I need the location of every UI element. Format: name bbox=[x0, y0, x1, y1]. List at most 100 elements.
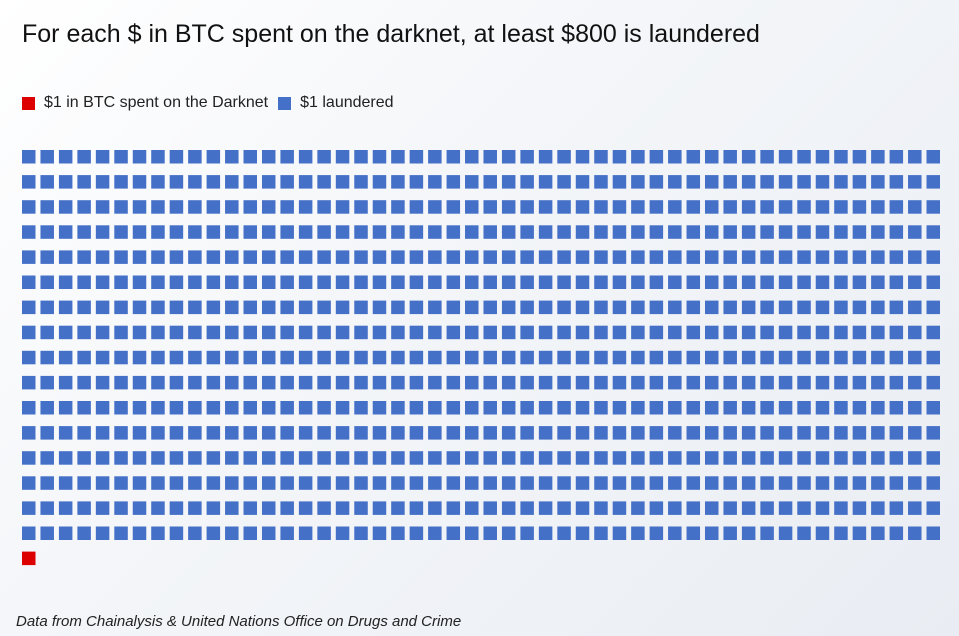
waffle-cell-laundered bbox=[834, 350, 848, 365]
waffle-cell-laundered bbox=[409, 200, 424, 214]
waffle-cell-laundered bbox=[834, 200, 848, 214]
waffle-cell-laundered bbox=[40, 401, 54, 415]
waffle-cell-laundered bbox=[501, 300, 516, 315]
waffle-cell-laundered bbox=[612, 325, 627, 340]
waffle-cell-laundered bbox=[797, 200, 811, 214]
waffle-cell-laundered bbox=[501, 325, 516, 340]
waffle-cell-laundered bbox=[815, 275, 830, 289]
waffle-cell-laundered bbox=[169, 426, 184, 440]
waffle-cell-laundered bbox=[797, 275, 811, 289]
waffle-cell-laundered bbox=[409, 476, 424, 490]
waffle-cell-laundered bbox=[520, 250, 534, 264]
waffle-cell-laundered bbox=[428, 325, 442, 340]
legend-swatch-laundered bbox=[278, 96, 292, 110]
waffle-cell-laundered bbox=[575, 250, 590, 264]
waffle-cell-laundered bbox=[22, 476, 36, 490]
waffle-cell-laundered bbox=[114, 426, 128, 440]
waffle-cell-laundered bbox=[77, 501, 91, 515]
waffle-cell-laundered bbox=[372, 526, 387, 540]
waffle-cell-laundered bbox=[926, 250, 940, 264]
waffle-cell-laundered bbox=[594, 401, 608, 415]
waffle-cell-laundered bbox=[594, 250, 608, 264]
waffle-cell-laundered bbox=[114, 375, 128, 390]
waffle-cell-laundered bbox=[631, 275, 645, 289]
waffle-cell-laundered bbox=[557, 275, 571, 289]
waffle-cell-laundered bbox=[778, 225, 793, 239]
waffle-cell-laundered bbox=[538, 225, 553, 239]
waffle-cell-laundered bbox=[372, 300, 387, 315]
waffle-cell-laundered bbox=[871, 150, 885, 164]
waffle-cell-laundered bbox=[723, 150, 737, 164]
waffle-cell-laundered bbox=[40, 150, 54, 164]
waffle-cell-laundered bbox=[483, 150, 497, 164]
waffle-cell-laundered bbox=[631, 401, 645, 415]
waffle-cell-laundered bbox=[354, 300, 368, 315]
waffle-cell-laundered bbox=[114, 526, 128, 540]
waffle-cell-laundered bbox=[501, 401, 516, 415]
waffle-cell-laundered bbox=[889, 325, 904, 340]
waffle-cell-laundered bbox=[151, 375, 165, 390]
waffle-cell-laundered bbox=[612, 150, 627, 164]
legend-swatch-darknet bbox=[22, 96, 35, 110]
waffle-cell-laundered bbox=[908, 350, 922, 365]
waffle-cell-laundered bbox=[151, 150, 165, 164]
waffle-cell-laundered bbox=[741, 375, 756, 390]
legend-label-darknet: $1 in BTC spent on the Darknet bbox=[44, 94, 269, 111]
waffle-cell-laundered bbox=[446, 526, 461, 540]
waffle-cell-laundered bbox=[465, 401, 479, 415]
waffle-cell-laundered bbox=[741, 451, 756, 465]
waffle-cell-laundered bbox=[889, 175, 904, 189]
waffle-cell-laundered bbox=[889, 350, 904, 365]
waffle-cell-laundered bbox=[428, 426, 442, 440]
waffle-cell-laundered bbox=[686, 200, 701, 214]
chart-title: For each $ in BTC spent on the darknet, … bbox=[22, 20, 760, 48]
waffle-cell-laundered bbox=[649, 300, 664, 315]
waffle-cell-laundered bbox=[594, 375, 608, 390]
waffle-cell-laundered bbox=[280, 200, 294, 214]
waffle-cell-laundered bbox=[58, 476, 73, 490]
waffle-cell-laundered bbox=[335, 200, 350, 214]
waffle-cell-laundered bbox=[741, 526, 756, 540]
waffle-cell-laundered bbox=[77, 451, 91, 465]
waffle-cell-laundered bbox=[834, 150, 848, 164]
waffle-cell-laundered bbox=[132, 375, 147, 390]
waffle-cell-laundered bbox=[206, 175, 221, 189]
waffle-cell-laundered bbox=[428, 375, 442, 390]
waffle-cell-darknet bbox=[22, 551, 36, 566]
waffle-cell-laundered bbox=[409, 375, 424, 390]
waffle-cell-laundered bbox=[95, 426, 110, 440]
waffle-cell-laundered bbox=[649, 426, 664, 440]
waffle-cell-laundered bbox=[815, 200, 830, 214]
waffle-cell-laundered bbox=[501, 250, 516, 264]
waffle-cell-laundered bbox=[428, 175, 442, 189]
waffle-chart bbox=[22, 150, 940, 566]
waffle-cell-laundered bbox=[575, 200, 590, 214]
waffle-cell-laundered bbox=[77, 150, 91, 164]
waffle-cell-laundered bbox=[188, 150, 202, 164]
waffle-cell-laundered bbox=[871, 476, 885, 490]
waffle-cell-laundered bbox=[280, 501, 294, 515]
waffle-cell-laundered bbox=[243, 275, 258, 289]
waffle-cell-laundered bbox=[815, 325, 830, 340]
waffle-cell-laundered bbox=[188, 300, 202, 315]
waffle-cell-laundered bbox=[391, 150, 405, 164]
waffle-cell-laundered bbox=[40, 275, 54, 289]
waffle-cell-laundered bbox=[908, 175, 922, 189]
waffle-cell-laundered bbox=[852, 250, 867, 264]
waffle-cell-laundered bbox=[409, 175, 424, 189]
waffle-cell-laundered bbox=[465, 175, 479, 189]
waffle-cell-laundered bbox=[354, 250, 368, 264]
waffle-cell-laundered bbox=[815, 375, 830, 390]
waffle-cell-laundered bbox=[409, 300, 424, 315]
waffle-cell-laundered bbox=[114, 476, 128, 490]
waffle-cell-laundered bbox=[631, 175, 645, 189]
waffle-cell-laundered bbox=[446, 200, 461, 214]
waffle-cell-laundered bbox=[797, 350, 811, 365]
waffle-cell-laundered bbox=[778, 526, 793, 540]
waffle-cell-laundered bbox=[686, 250, 701, 264]
waffle-cell-laundered bbox=[372, 200, 387, 214]
waffle-cell-laundered bbox=[261, 426, 276, 440]
waffle-cell-laundered bbox=[206, 426, 221, 440]
waffle-cell-laundered bbox=[261, 526, 276, 540]
waffle-cell-laundered bbox=[723, 350, 737, 365]
